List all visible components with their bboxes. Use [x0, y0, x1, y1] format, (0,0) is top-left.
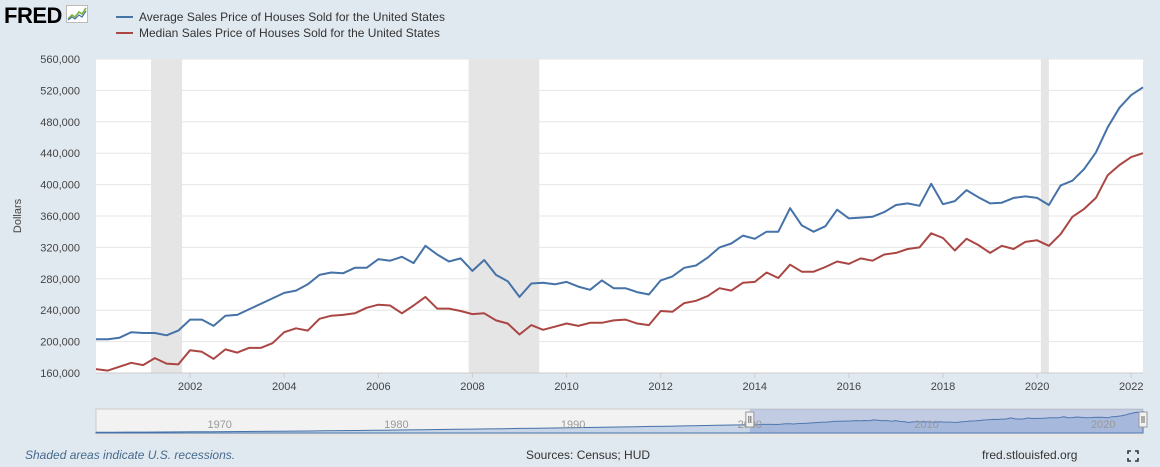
legend-swatch-median	[116, 32, 133, 34]
x-tick-label: 2022	[1119, 381, 1143, 393]
navigator-label: 2020	[1091, 419, 1115, 431]
range-navigator[interactable]: 197019801990200020102020	[95, 408, 1148, 437]
y-tick-label: 480,000	[40, 117, 80, 129]
navigator-label: 1990	[561, 419, 585, 431]
y-tick-label: 440,000	[40, 148, 80, 160]
logo-text: FRED	[4, 3, 62, 28]
handle-body[interactable]	[1138, 411, 1148, 428]
recession-note: Shaded areas indicate U.S. recessions.	[25, 448, 236, 462]
navigator-scrollbar[interactable]	[96, 434, 1143, 437]
x-tick-label: 2018	[931, 381, 955, 393]
x-tick-label: 2008	[460, 381, 484, 393]
y-axis: 160,000 200,000 240,000 280,000 320,000 360,0…	[40, 54, 80, 380]
y-tick-label: 320,000	[40, 242, 80, 254]
legend-item-average[interactable]: Average Sales Price of Houses Sold for t…	[116, 10, 445, 24]
x-tick-label: 2006	[366, 381, 390, 393]
navigator-selection[interactable]	[749, 409, 1143, 433]
sources-text: Sources: Census; HUD	[526, 448, 651, 462]
series-lines	[95, 86, 1144, 372]
fred-chart-icon	[65, 3, 88, 29]
x-tick-label: 2016	[837, 381, 861, 393]
series-line-average	[96, 86, 1144, 341]
legend-swatch-average	[116, 16, 133, 18]
navigator-handle-left[interactable]	[745, 411, 755, 428]
y-tick-label: 560,000	[40, 54, 80, 66]
x-tick-label: 2012	[648, 381, 672, 393]
handle-body[interactable]	[745, 411, 755, 428]
x-tick-label: 2004	[272, 381, 296, 393]
y-tick-label: 160,000	[40, 368, 80, 380]
site-link[interactable]: fred.stlouisfed.org	[982, 448, 1078, 462]
navigator-label: 2010	[914, 419, 938, 431]
fullscreen-icon[interactable]	[1127, 449, 1139, 462]
legend-label-median: Median Sales Price of Houses Sold for th…	[139, 26, 440, 40]
y-axis-label: Dollars	[12, 198, 24, 233]
x-axis: 2002 2004 2006 2008 2010 2012 2014 2016 2018 2020…	[96, 372, 1143, 393]
navigator-handle-right[interactable]	[1138, 411, 1148, 428]
x-tick-label: 2002	[178, 381, 202, 393]
fred-logo[interactable]: FRED	[4, 3, 88, 29]
x-tick-label: 2010	[554, 381, 578, 393]
x-tick-label: 2014	[743, 381, 767, 393]
y-tick-label: 240,000	[40, 305, 80, 317]
y-tick-label: 280,000	[40, 274, 80, 286]
navigator-series	[95, 411, 1144, 434]
y-tick-label: 400,000	[40, 180, 80, 192]
y-tick-label: 200,000	[40, 337, 80, 349]
chart-header: FRED Average Sales Price of Houses Sold …	[0, 0, 1160, 48]
y-tick-label: 520,000	[40, 85, 80, 97]
x-tick-label: 2020	[1025, 381, 1049, 393]
legend-item-median[interactable]: Median Sales Price of Houses Sold for th…	[116, 26, 440, 40]
y-tick-label: 360,000	[40, 211, 80, 223]
navigator-label: 1980	[384, 419, 408, 431]
series-line-median	[95, 152, 1144, 372]
legend-label-average: Average Sales Price of Houses Sold for t…	[139, 10, 445, 24]
navigator-label: 1970	[207, 419, 231, 431]
